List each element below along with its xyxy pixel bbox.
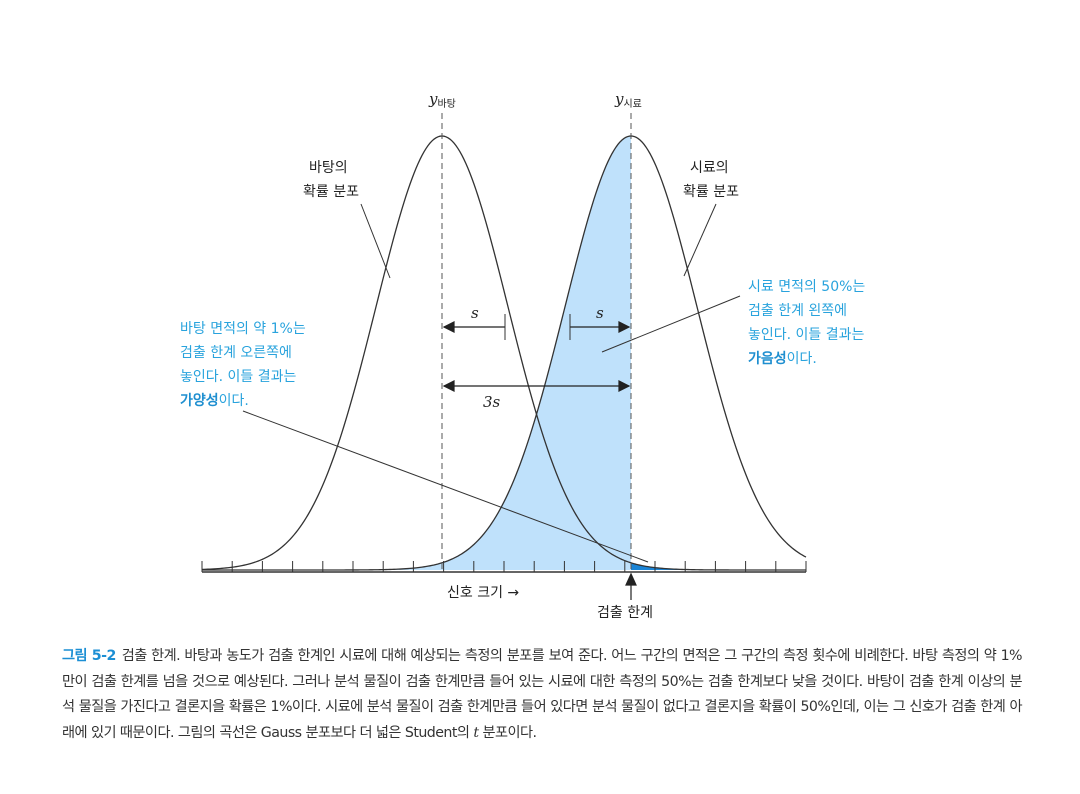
background-curve-label: 바탕의 확률 분포 — [303, 160, 359, 200]
caption-text: 검출 한계. 바탕과 농도가 검출 한계인 시료에 대해 예상되는 측정의 분포… — [62, 648, 1023, 741]
s-arrow-background — [442, 321, 505, 333]
caption-text-end: 분포이다. — [482, 724, 537, 741]
caption-label: 그림 5-2 — [62, 648, 116, 664]
axis-ticks — [201, 561, 807, 572]
s-label-sample: s — [596, 304, 604, 322]
y-sample-label: y시료 — [614, 90, 642, 110]
false-negative-note: 시료 면적의 50%는 검출 한계 왼쪽에 놓인다. 이들 결과는 가음성이다. — [748, 279, 870, 367]
false-positive-area — [631, 562, 700, 570]
s-label-background: s — [471, 304, 479, 322]
sample-distribution-curve — [202, 135, 807, 571]
three-s-arrow — [442, 380, 631, 392]
three-s-label: 3s — [483, 393, 501, 411]
sample-label-leader — [683, 203, 717, 277]
false-negative-leader — [601, 295, 741, 353]
y-background-label: y바탕 — [428, 90, 456, 110]
sample-curve-label: 시료의 확률 분포 — [683, 160, 739, 200]
signal-axis-label: 신호 크기 → — [447, 585, 519, 601]
sample-area-left-of-limit — [202, 136, 631, 570]
background-distribution-curve — [201, 135, 806, 571]
false-positive-leader — [242, 410, 649, 563]
caption-t-symbol: t — [473, 724, 479, 741]
false-positive-note: 바탕 면적의 약 1%는 검출 한계 오른쪽에 놓인다. 이들 결과는 가양성이… — [180, 321, 310, 409]
background-label-leader — [360, 203, 391, 279]
detection-limit-figure: y바탕 y시료 바탕의 확률 분포 시료의 확률 분포 s s 3s 바탕 면적… — [180, 90, 870, 621]
s-arrow-sample — [570, 321, 631, 333]
detection-limit-label: 검출 한계 — [597, 605, 653, 621]
figure-caption: 그림 5-2 검출 한계. 바탕과 농도가 검출 한계인 시료에 대해 예상되는 … — [62, 644, 1023, 746]
detection-limit-arrow — [625, 572, 637, 600]
